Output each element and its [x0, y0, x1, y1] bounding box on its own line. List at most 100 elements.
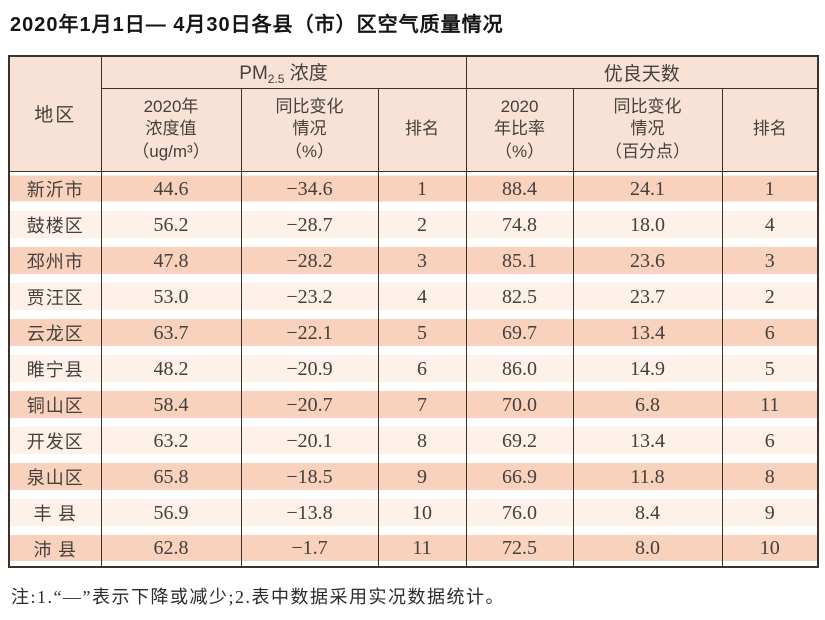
header-good-rank: 排名 [721, 88, 819, 172]
cell-pm-change: −18.5 [240, 459, 379, 495]
table-row: 邳州市 47.8 −28.2 3 85.1 23.6 3 [8, 243, 819, 279]
cell-good-rate: 86.0 [465, 351, 574, 387]
table-row: 新沂市 44.6 −34.6 1 88.4 24.1 1 [8, 171, 819, 207]
cell-good-change: 8.4 [572, 495, 723, 531]
header-good-change: 同比变化 情况 （百分点） [572, 88, 723, 172]
cell-good-change: 23.7 [572, 279, 723, 315]
cell-region: 睢宁县 [8, 351, 102, 387]
cell-region: 泉山区 [8, 459, 102, 495]
page-title: 2020年1月1日— 4月30日各县（市）区空气质量情况 [10, 14, 504, 36]
table-row: 铜山区 58.4 −20.7 7 70.0 6.8 11 [8, 387, 819, 423]
cell-good-change: 14.9 [572, 351, 723, 387]
cell-pm-rank: 11 [377, 531, 467, 567]
pm-subscript: 2.5 [267, 72, 285, 87]
cell-pm-change: −28.7 [240, 207, 379, 243]
cell-good-rank: 5 [721, 351, 819, 387]
table-header: 地区 PM2.5 浓度 优良天数 2020年 浓度值 （ug/m³） 同比变化 … [8, 56, 819, 172]
cell-region: 沛 县 [8, 531, 102, 567]
cell-pm-change: −1.7 [240, 531, 379, 567]
cell-pm-value: 47.8 [100, 243, 242, 279]
cell-good-rate: 69.7 [465, 315, 574, 351]
air-quality-table: 地区 PM2.5 浓度 优良天数 2020年 浓度值 （ug/m³） 同比变化 … [8, 55, 820, 568]
cell-good-rate: 69.2 [465, 423, 574, 459]
footnote: 注:1.“—”表示下降或减少;2.表中数据采用实况数据统计。 [11, 587, 505, 607]
table-row: 睢宁县 48.2 −20.9 6 86.0 14.9 5 [8, 351, 819, 387]
cell-pm-rank: 5 [377, 315, 467, 351]
cell-pm-change: −23.2 [240, 279, 379, 315]
cell-pm-rank: 6 [377, 351, 467, 387]
cell-good-rank: 6 [721, 315, 819, 351]
cell-pm-rank: 4 [377, 279, 467, 315]
cell-pm-change: −13.8 [240, 495, 379, 531]
cell-pm-rank: 2 [377, 207, 467, 243]
cell-region: 丰 县 [8, 495, 102, 531]
table-row: 泉山区 65.8 −18.5 9 66.9 11.8 8 [8, 459, 819, 495]
table-body: 新沂市 44.6 −34.6 1 88.4 24.1 1 鼓楼区 56.2 −2… [8, 171, 819, 567]
header-good-rate: 2020 年比率 （%） [465, 88, 574, 172]
cell-pm-change: −20.1 [240, 423, 379, 459]
cell-pm-value: 63.2 [100, 423, 242, 459]
header-sub-row: 2020年 浓度值 （ug/m³） 同比变化 情况 （%） 排名 2020 年比… [9, 88, 819, 172]
cell-region: 开发区 [8, 423, 102, 459]
header-pm-change: 同比变化 情况 （%） [240, 88, 379, 172]
pm-label-rest: 浓度 [284, 63, 328, 85]
cell-pm-value: 53.0 [100, 279, 242, 315]
header-group-row: 地区 PM2.5 浓度 优良天数 [8, 56, 819, 172]
cell-pm-change: −28.2 [240, 243, 379, 279]
cell-pm-value: 48.2 [100, 351, 242, 387]
cell-good-rank: 10 [721, 531, 819, 567]
cell-region: 云龙区 [8, 315, 102, 351]
header-pm-rank: 排名 [377, 88, 467, 172]
table-row: 沛 县 62.8 −1.7 11 72.5 8.0 10 [8, 531, 819, 567]
cell-good-change: 13.4 [572, 315, 723, 351]
cell-pm-change: −34.6 [240, 171, 379, 207]
cell-good-rate: 88.4 [465, 171, 574, 207]
cell-region: 邳州市 [8, 243, 102, 279]
cell-good-change: 8.0 [572, 531, 723, 567]
table-row: 鼓楼区 56.2 −28.7 2 74.8 18.0 4 [8, 207, 819, 243]
cell-good-change: 24.1 [572, 171, 723, 207]
cell-pm-value: 63.7 [100, 315, 242, 351]
cell-good-change: 23.6 [572, 243, 723, 279]
cell-good-rank: 1 [721, 171, 819, 207]
cell-pm-rank: 9 [377, 459, 467, 495]
cell-good-change: 11.8 [572, 459, 723, 495]
header-pm-value: 2020年 浓度值 （ug/m³） [100, 88, 242, 172]
table-row: 丰 县 56.9 −13.8 10 76.0 8.4 9 [8, 495, 819, 531]
table-row: 贾汪区 53.0 −23.2 4 82.5 23.7 2 [8, 279, 819, 315]
table-row: 开发区 63.2 −20.1 8 69.2 13.4 6 [8, 423, 819, 459]
cell-good-change: 13.4 [572, 423, 723, 459]
cell-good-rank: 3 [721, 243, 819, 279]
cell-good-rank: 2 [721, 279, 819, 315]
cell-good-rate: 82.5 [465, 279, 574, 315]
cell-pm-change: −20.7 [240, 387, 379, 423]
cell-pm-rank: 8 [377, 423, 467, 459]
cell-region: 新沂市 [8, 171, 102, 207]
cell-region: 铜山区 [8, 387, 102, 423]
cell-good-rate: 76.0 [465, 495, 574, 531]
table-row: 云龙区 63.7 −22.1 5 69.7 13.4 6 [8, 315, 819, 351]
cell-pm-rank: 7 [377, 387, 467, 423]
cell-good-rate: 74.8 [465, 207, 574, 243]
header-pm25-group: PM2.5 浓度 [100, 56, 467, 89]
cell-pm-value: 44.6 [100, 171, 242, 207]
cell-good-rate: 72.5 [465, 531, 574, 567]
cell-region: 贾汪区 [8, 279, 102, 315]
header-region: 地区 [8, 56, 102, 172]
cell-good-rate: 70.0 [465, 387, 574, 423]
cell-pm-rank: 3 [377, 243, 467, 279]
cell-good-rate: 66.9 [465, 459, 574, 495]
cell-pm-value: 65.8 [100, 459, 242, 495]
cell-pm-value: 62.8 [100, 531, 242, 567]
cell-good-change: 18.0 [572, 207, 723, 243]
cell-pm-value: 56.9 [100, 495, 242, 531]
cell-pm-change: −22.1 [240, 315, 379, 351]
cell-good-rank: 11 [721, 387, 819, 423]
cell-pm-value: 58.4 [100, 387, 242, 423]
cell-pm-change: −20.9 [240, 351, 379, 387]
pm-label: PM [239, 63, 268, 85]
cell-good-rate: 85.1 [465, 243, 574, 279]
cell-region: 鼓楼区 [8, 207, 102, 243]
header-good-days-group: 优良天数 [465, 56, 819, 89]
